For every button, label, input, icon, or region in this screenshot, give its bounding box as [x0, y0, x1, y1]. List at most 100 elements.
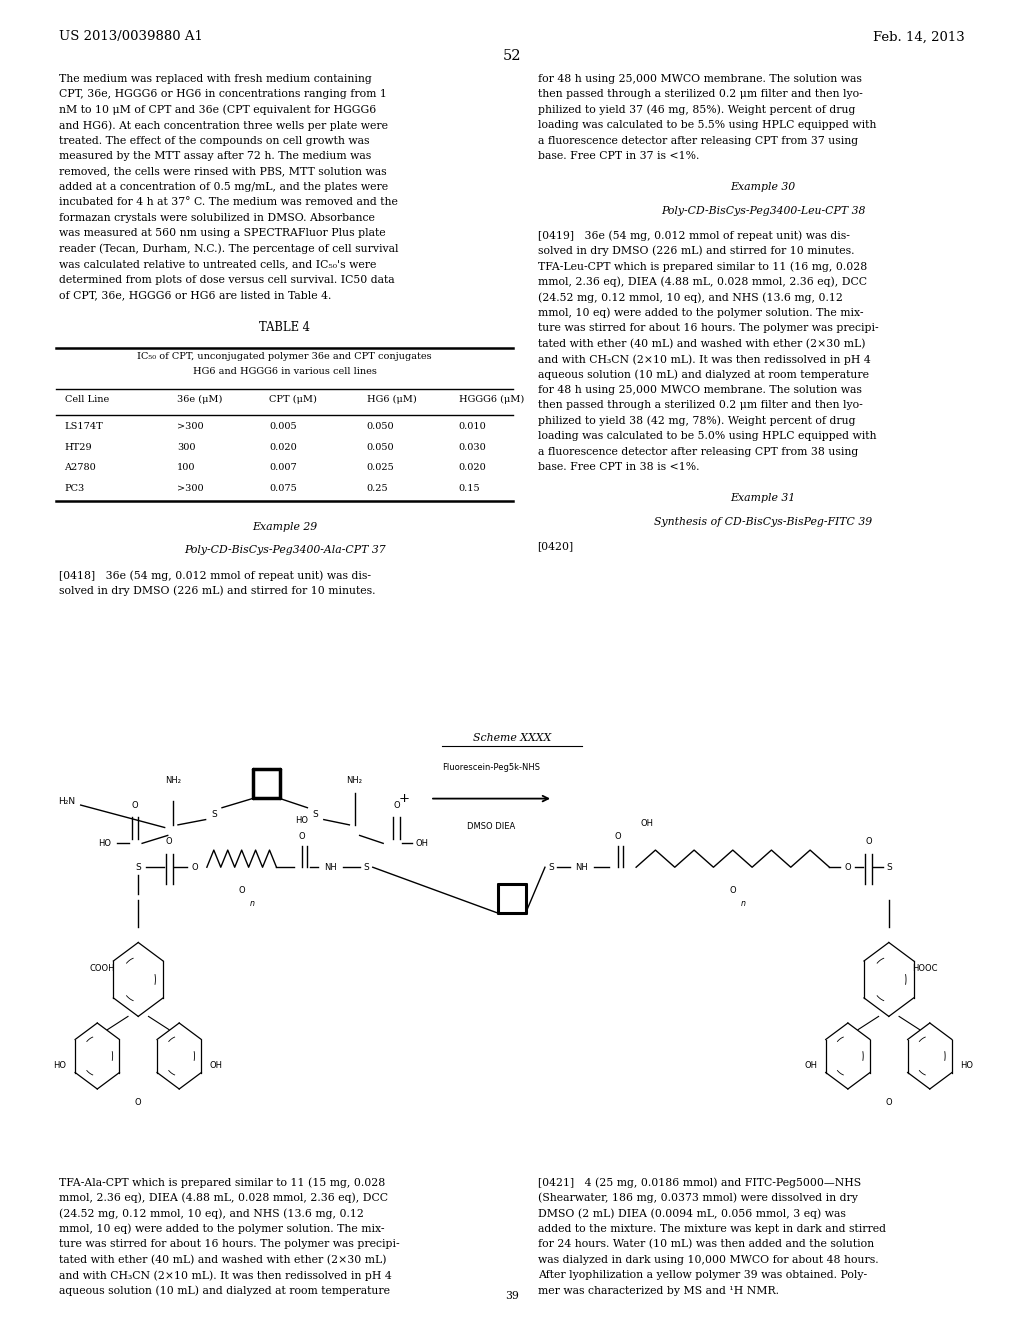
Text: base. Free CPT in 37 is <1%.: base. Free CPT in 37 is <1%.: [538, 152, 699, 161]
Text: LS174T: LS174T: [65, 422, 103, 430]
Text: HO: HO: [296, 816, 308, 825]
Text: was calculated relative to untreated cells, and IC₅₀'s were: was calculated relative to untreated cel…: [59, 259, 377, 269]
Text: added to the mixture. The mixture was kept in dark and stirred: added to the mixture. The mixture was ke…: [538, 1224, 886, 1234]
Text: philized to yield 37 (46 mg, 85%). Weight percent of drug: philized to yield 37 (46 mg, 85%). Weigh…: [538, 104, 855, 115]
Text: a fluorescence detector after releasing CPT from 38 using: a fluorescence detector after releasing …: [538, 446, 858, 457]
Text: S: S: [886, 863, 892, 871]
Text: 0.007: 0.007: [269, 463, 297, 473]
Text: Poly-CD-BisCys-Peg3400-Leu-CPT 38: Poly-CD-BisCys-Peg3400-Leu-CPT 38: [660, 206, 865, 215]
Text: O: O: [845, 863, 851, 871]
Text: 0.25: 0.25: [367, 484, 388, 494]
Text: Example 29: Example 29: [252, 521, 317, 532]
Text: O: O: [132, 801, 138, 810]
Text: then passed through a sterilized 0.2 μm filter and then lyo-: then passed through a sterilized 0.2 μm …: [538, 400, 862, 411]
Text: S: S: [548, 863, 554, 871]
Text: O: O: [886, 1098, 892, 1106]
Text: aqueous solution (10 mL) and dialyzed at room temperature: aqueous solution (10 mL) and dialyzed at…: [59, 1286, 390, 1296]
Text: 0.020: 0.020: [269, 442, 297, 451]
Text: O: O: [239, 886, 245, 895]
Text: HO: HO: [53, 1061, 67, 1071]
Text: nM to 10 μM of CPT and 36e (CPT equivalent for HGGG6: nM to 10 μM of CPT and 36e (CPT equivale…: [59, 104, 377, 115]
Text: S: S: [211, 809, 217, 818]
Text: (24.52 mg, 0.12 mmol, 10 eq), and NHS (13.6 mg, 0.12: (24.52 mg, 0.12 mmol, 10 eq), and NHS (1…: [538, 292, 843, 302]
Text: and with CH₃CN (2×10 mL). It was then redissolved in pH 4: and with CH₃CN (2×10 mL). It was then re…: [59, 1270, 392, 1280]
Text: OH: OH: [640, 818, 653, 828]
Text: S: S: [135, 863, 141, 871]
Text: HT29: HT29: [65, 442, 92, 451]
Text: NH₂: NH₂: [346, 776, 362, 785]
Text: NH: NH: [325, 863, 337, 871]
Text: Example 30: Example 30: [730, 182, 796, 193]
Text: and with CH₃CN (2×10 mL). It was then redissolved in pH 4: and with CH₃CN (2×10 mL). It was then re…: [538, 354, 870, 364]
Text: O: O: [166, 837, 172, 846]
Text: After lyophilization a yellow polymer 39 was obtained. Poly-: After lyophilization a yellow polymer 39…: [538, 1270, 866, 1280]
Text: DMSO DIEA: DMSO DIEA: [467, 822, 516, 832]
Text: Feb. 14, 2013: Feb. 14, 2013: [872, 30, 965, 44]
Text: Example 31: Example 31: [730, 494, 796, 503]
Text: reader (Tecan, Durham, N.C.). The percentage of cell survival: reader (Tecan, Durham, N.C.). The percen…: [59, 244, 399, 255]
Text: +: +: [399, 792, 410, 805]
Text: O: O: [614, 832, 621, 841]
Text: O: O: [865, 837, 871, 846]
Text: then passed through a sterilized 0.2 μm filter and then lyo-: then passed through a sterilized 0.2 μm …: [538, 90, 862, 99]
Text: HO: HO: [961, 1061, 974, 1071]
Text: HG6 (μM): HG6 (μM): [367, 395, 417, 404]
Text: O: O: [191, 863, 198, 871]
Text: n: n: [250, 899, 254, 908]
Text: [0419]   36e (54 mg, 0.012 mmol of repeat unit) was dis-: [0419] 36e (54 mg, 0.012 mmol of repeat …: [538, 231, 850, 242]
Text: (Shearwater, 186 mg, 0.0373 mmol) were dissolved in dry: (Shearwater, 186 mg, 0.0373 mmol) were d…: [538, 1193, 857, 1204]
Text: Poly-CD-BisCys-Peg3400-Ala-CPT 37: Poly-CD-BisCys-Peg3400-Ala-CPT 37: [184, 545, 385, 556]
Text: 0.050: 0.050: [367, 442, 394, 451]
Text: NH: NH: [575, 863, 588, 871]
Text: A2780: A2780: [65, 463, 96, 473]
Text: Synthesis of CD-BisCys-BisPeg-FITC 39: Synthesis of CD-BisCys-BisPeg-FITC 39: [653, 517, 872, 527]
Text: determined from plots of dose versus cell survival. IC50 data: determined from plots of dose versus cel…: [59, 275, 395, 285]
Text: 0.15: 0.15: [459, 484, 480, 494]
Text: was dialyzed in dark using 10,000 MWCO for about 48 hours.: was dialyzed in dark using 10,000 MWCO f…: [538, 1254, 879, 1265]
Text: (24.52 mg, 0.12 mmol, 10 eq), and NHS (13.6 mg, 0.12: (24.52 mg, 0.12 mmol, 10 eq), and NHS (1…: [59, 1208, 365, 1218]
Text: base. Free CPT in 38 is <1%.: base. Free CPT in 38 is <1%.: [538, 462, 699, 473]
Text: for 48 h using 25,000 MWCO membrane. The solution was: for 48 h using 25,000 MWCO membrane. The…: [538, 385, 861, 395]
Text: [0418]   36e (54 mg, 0.012 mmol of repeat unit) was dis-: [0418] 36e (54 mg, 0.012 mmol of repeat …: [59, 570, 372, 581]
Text: HG6 and HGGG6 in various cell lines: HG6 and HGGG6 in various cell lines: [193, 367, 377, 376]
Text: solved in dry DMSO (226 mL) and stirred for 10 minutes.: solved in dry DMSO (226 mL) and stirred …: [59, 586, 376, 597]
Text: 0.005: 0.005: [269, 422, 297, 430]
Text: [0420]: [0420]: [538, 541, 573, 552]
Text: 300: 300: [177, 442, 196, 451]
Text: of CPT, 36e, HGGG6 or HG6 are listed in Table 4.: of CPT, 36e, HGGG6 or HG6 are listed in …: [59, 290, 332, 300]
Text: NH₂: NH₂: [165, 776, 181, 785]
Text: tated with ether (40 mL) and washed with ether (2×30 mL): tated with ether (40 mL) and washed with…: [59, 1254, 387, 1265]
Text: TFA-Leu-CPT which is prepared similar to 11 (16 mg, 0.028: TFA-Leu-CPT which is prepared similar to…: [538, 261, 867, 272]
Text: 0.050: 0.050: [367, 422, 394, 430]
Text: O: O: [135, 1098, 141, 1106]
Text: PC3: PC3: [65, 484, 85, 494]
Text: a fluorescence detector after releasing CPT from 37 using: a fluorescence detector after releasing …: [538, 136, 858, 145]
Text: loading was calculated to be 5.0% using HPLC equipped with: loading was calculated to be 5.0% using …: [538, 432, 877, 441]
Text: 0.075: 0.075: [269, 484, 297, 494]
Text: mmol, 10 eq) were added to the polymer solution. The mix-: mmol, 10 eq) were added to the polymer s…: [59, 1224, 385, 1234]
Text: >300: >300: [177, 484, 204, 494]
Text: aqueous solution (10 mL) and dialyzed at room temperature: aqueous solution (10 mL) and dialyzed at…: [538, 370, 868, 380]
Text: DMSO (2 mL) DIEA (0.0094 mL, 0.056 mmol, 3 eq) was: DMSO (2 mL) DIEA (0.0094 mL, 0.056 mmol,…: [538, 1208, 846, 1218]
Text: 0.025: 0.025: [367, 463, 394, 473]
Text: removed, the cells were rinsed with PBS, MTT solution was: removed, the cells were rinsed with PBS,…: [59, 166, 387, 177]
Text: for 24 hours. Water (10 mL) was then added and the solution: for 24 hours. Water (10 mL) was then add…: [538, 1239, 873, 1250]
Text: n: n: [740, 899, 745, 908]
Text: >300: >300: [177, 422, 204, 430]
Text: IC₅₀ of CPT, unconjugated polymer 36e and CPT conjugates: IC₅₀ of CPT, unconjugated polymer 36e an…: [137, 352, 432, 360]
Text: TABLE 4: TABLE 4: [259, 322, 310, 334]
Text: mmol, 2.36 eq), DIEA (4.88 mL, 0.028 mmol, 2.36 eq), DCC: mmol, 2.36 eq), DIEA (4.88 mL, 0.028 mmo…: [538, 277, 866, 288]
Text: O: O: [299, 832, 305, 841]
Text: OH: OH: [210, 1061, 223, 1071]
Text: solved in dry DMSO (226 mL) and stirred for 10 minutes.: solved in dry DMSO (226 mL) and stirred …: [538, 246, 854, 256]
Text: for 48 h using 25,000 MWCO membrane. The solution was: for 48 h using 25,000 MWCO membrane. The…: [538, 74, 861, 84]
Text: O: O: [729, 886, 736, 895]
Text: mmol, 10 eq) were added to the polymer solution. The mix-: mmol, 10 eq) were added to the polymer s…: [538, 308, 863, 318]
Text: 100: 100: [177, 463, 196, 473]
Text: US 2013/0039880 A1: US 2013/0039880 A1: [59, 30, 204, 44]
Text: O: O: [393, 801, 399, 810]
Text: OH: OH: [804, 1061, 817, 1071]
Text: tated with ether (40 mL) and washed with ether (2×30 mL): tated with ether (40 mL) and washed with…: [538, 339, 865, 348]
Text: mer was characterized by MS and ¹H NMR.: mer was characterized by MS and ¹H NMR.: [538, 1286, 778, 1295]
Text: 36e (μM): 36e (μM): [177, 395, 222, 404]
